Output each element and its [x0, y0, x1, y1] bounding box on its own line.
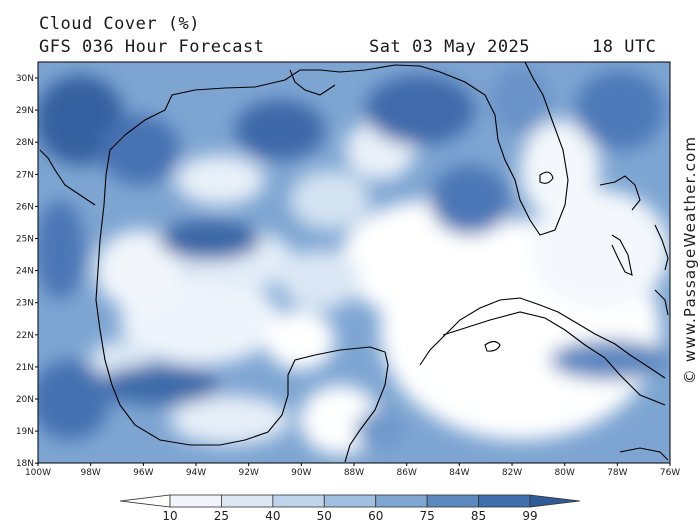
- colorbar-segment: [323, 494, 377, 508]
- lon-label: 90W: [291, 468, 311, 478]
- lon-label: 76W: [660, 468, 680, 478]
- forecast-subtitle: GFS 036 Hour Forecast: [39, 37, 265, 57]
- colorbar-label: 60: [368, 509, 383, 523]
- lat-label: 20N: [16, 395, 34, 405]
- lon-label: 88W: [344, 468, 364, 478]
- colorbar-segment: [375, 494, 428, 508]
- lat-label: 29N: [16, 106, 34, 116]
- coastline: [39, 62, 669, 463]
- lon-label: 80W: [555, 468, 575, 478]
- lon-label: 94W: [186, 468, 206, 478]
- lon-label: 84W: [449, 468, 469, 478]
- colorbar-label: 25: [214, 509, 229, 523]
- lat-label: 27N: [16, 170, 34, 180]
- lat-label: 26N: [16, 202, 34, 212]
- colorbar-segment: [169, 494, 222, 508]
- lat-label: 22N: [16, 331, 34, 341]
- lon-label: 86W: [397, 468, 417, 478]
- colorbar: 10 25 40 50 60 75 85 99: [119, 494, 581, 523]
- colorbar-segment: [478, 494, 531, 508]
- credit-text: © www.PassageWeather.com: [681, 135, 699, 385]
- lat-label: 23N: [16, 299, 34, 309]
- lon-label: 100W: [25, 468, 51, 478]
- lat-label: 28N: [16, 138, 34, 148]
- forecast-time: 18 UTC: [592, 37, 657, 57]
- colorbar-label: 85: [471, 509, 486, 523]
- lat-label: 30N: [16, 74, 34, 84]
- forecast-date: Sat 03 May 2025: [369, 37, 531, 57]
- colorbar-low-arrow: [119, 494, 171, 508]
- lon-label: 82W: [502, 468, 522, 478]
- colorbar-segment: [426, 494, 479, 508]
- colorbar-label: 75: [420, 509, 435, 523]
- longitude-axis: 100W 98W 96W 94W 92W 90W 88W 86W 84W 82W 80W 78W 76W: [25, 463, 680, 478]
- lon-label: 96W: [133, 468, 153, 478]
- colorbar-segment: [221, 494, 274, 508]
- lon-label: 78W: [607, 468, 627, 478]
- chart-title: Cloud Cover (%): [39, 14, 201, 34]
- cloud-field: [38, 62, 670, 463]
- latitude-axis: 30N 29N 28N 27N 26N 25N 24N 23N 22N 21N 20N 19N 18N: [16, 74, 38, 469]
- lat-label: 25N: [16, 235, 34, 245]
- lon-label: 92W: [239, 468, 259, 478]
- colorbar-label: 40: [265, 509, 280, 523]
- lat-label: 24N: [16, 267, 34, 277]
- colorbar-high-arrow: [529, 494, 581, 508]
- lon-label: 98W: [80, 468, 100, 478]
- colorbar-label: 99: [522, 509, 537, 523]
- lat-label: 21N: [16, 363, 34, 373]
- lat-label: 19N: [16, 427, 34, 437]
- colorbar-label: 10: [162, 509, 177, 523]
- colorbar-segment: [272, 494, 325, 508]
- lat-label: 18N: [16, 459, 34, 469]
- colorbar-label: 50: [317, 509, 332, 523]
